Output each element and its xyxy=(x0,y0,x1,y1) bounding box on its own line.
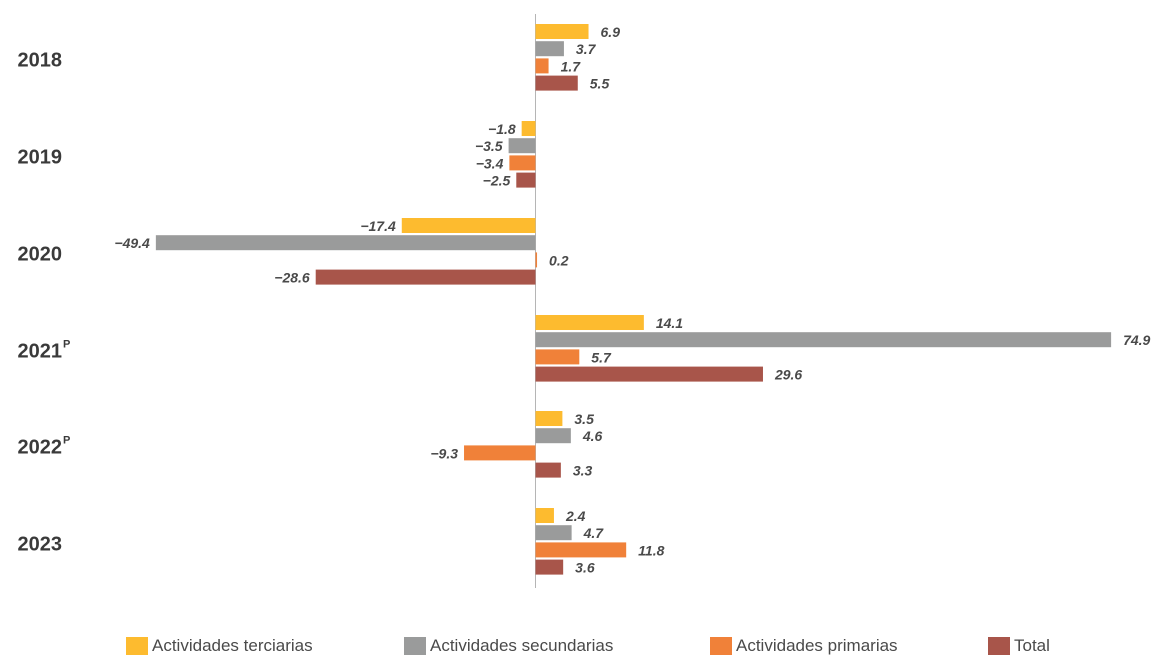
data-label: 11.8 xyxy=(638,542,664,558)
category-label: 2023 xyxy=(18,533,63,555)
data-label: 5.5 xyxy=(590,76,610,92)
data-label: 3.6 xyxy=(575,560,595,576)
bar xyxy=(535,366,763,382)
data-label: −17.4 xyxy=(360,218,396,234)
bar xyxy=(535,508,554,523)
data-label: 1.7 xyxy=(561,58,582,74)
legend-swatch-secundarias xyxy=(404,637,426,655)
data-label: −3.5 xyxy=(475,138,503,154)
legend-swatch-total xyxy=(988,637,1010,655)
category-superscript: P xyxy=(63,434,70,446)
bar xyxy=(535,428,571,444)
data-label: 3.5 xyxy=(574,411,594,427)
data-label: 5.7 xyxy=(591,349,612,365)
legend-label-terciarias: Actividades terciarias xyxy=(152,636,313,655)
bar xyxy=(535,542,627,558)
data-label: 2.4 xyxy=(565,508,586,524)
bar xyxy=(535,559,564,575)
bar xyxy=(535,349,580,365)
data-label: −49.4 xyxy=(114,235,150,251)
legend-label-secundarias: Actividades secundarias xyxy=(430,636,614,655)
category-superscript: P xyxy=(63,338,70,350)
bar xyxy=(535,252,538,268)
bar xyxy=(535,41,564,57)
legend-label-total: Total xyxy=(1014,636,1050,655)
bar xyxy=(155,235,536,251)
data-label: 74.9 xyxy=(1123,332,1150,348)
category-label: 2022 xyxy=(18,436,63,458)
bar xyxy=(516,172,536,188)
bar xyxy=(535,332,1112,348)
data-label: 4.6 xyxy=(582,428,603,444)
bar xyxy=(535,24,589,39)
data-label: −28.6 xyxy=(274,270,310,286)
bar xyxy=(521,121,536,136)
legend-item-secundarias: Actividades secundarias xyxy=(404,636,613,656)
category-label: 2018 xyxy=(18,49,63,71)
data-label: 29.6 xyxy=(774,367,802,383)
data-label: −2.5 xyxy=(483,173,511,189)
category-label: 2021 xyxy=(18,340,63,362)
chart-legend: Actividades terciarias Actividades secun… xyxy=(0,636,1159,658)
category-label: 2019 xyxy=(18,146,63,168)
legend-item-total: Total xyxy=(988,636,1050,656)
data-label: 3.3 xyxy=(573,463,593,479)
legend-swatch-primarias xyxy=(710,637,732,655)
data-label: 6.9 xyxy=(601,24,621,40)
data-label: 14.1 xyxy=(656,315,683,331)
bar xyxy=(508,138,536,154)
legend-label-primarias: Actividades primarias xyxy=(736,636,898,655)
data-label: 3.7 xyxy=(576,41,597,57)
bar xyxy=(464,445,536,461)
legend-item-terciarias: Actividades terciarias xyxy=(126,636,313,656)
legend-swatch-terciarias xyxy=(126,637,148,655)
bar xyxy=(535,462,561,478)
data-label: 4.7 xyxy=(583,525,605,541)
data-label: −1.8 xyxy=(488,121,516,137)
data-label: 0.2 xyxy=(549,252,569,268)
bar xyxy=(535,315,644,330)
bar xyxy=(535,58,549,74)
bar xyxy=(315,269,536,285)
bar xyxy=(401,218,536,233)
category-label: 2020 xyxy=(18,243,63,265)
legend-item-primarias: Actividades primarias xyxy=(710,636,898,656)
bar xyxy=(535,411,563,426)
bar xyxy=(535,525,572,541)
data-label: −9.3 xyxy=(430,445,458,461)
data-label: −3.4 xyxy=(476,155,504,171)
bar xyxy=(509,155,536,171)
bar xyxy=(535,75,578,91)
